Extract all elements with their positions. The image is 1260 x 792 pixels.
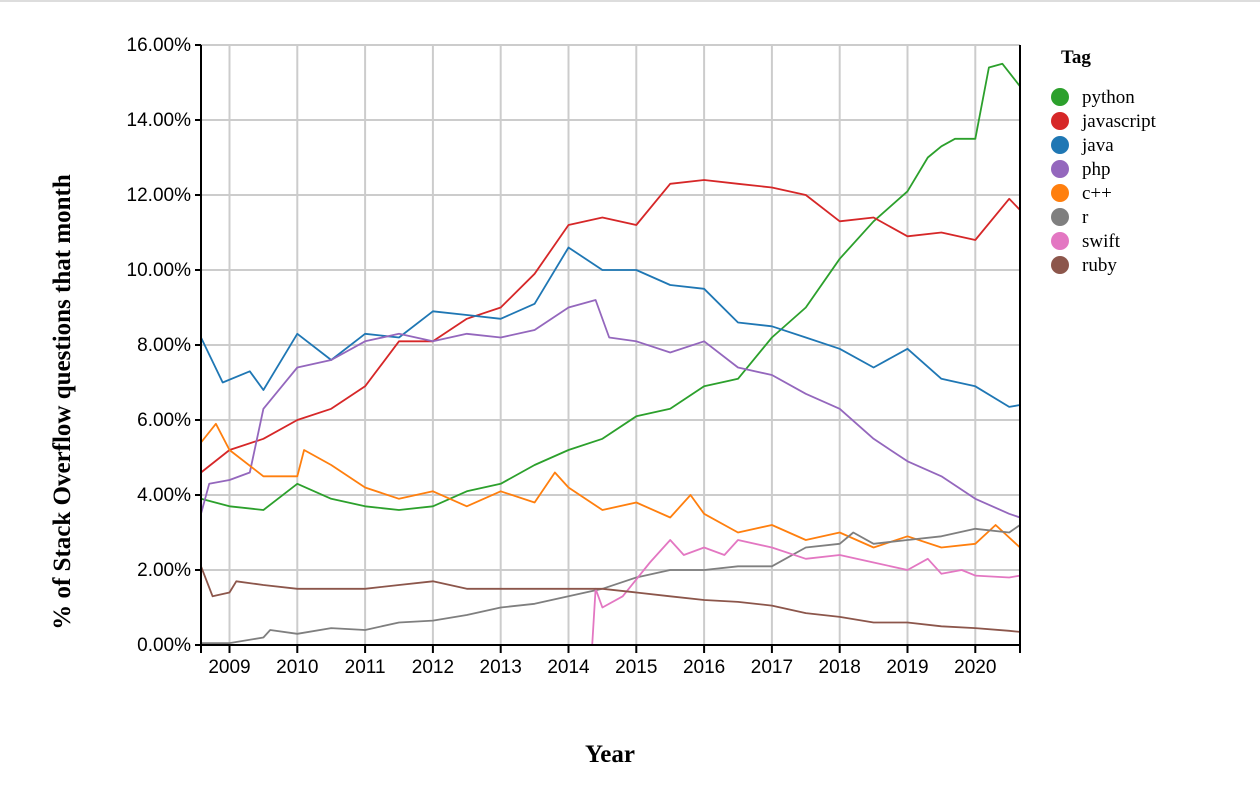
x-tick-label: 2018	[819, 657, 861, 678]
legend-label-javascript: javascript	[1081, 111, 1157, 132]
y-tick-label: 12.00%	[127, 185, 192, 206]
x-tick-label: 2020	[954, 657, 996, 678]
legend-label-r: r	[1082, 207, 1089, 228]
x-axis-label: Year	[585, 741, 635, 768]
legend: python javascript java php c++ r swift ruby	[1051, 87, 1157, 276]
legend-label-swift: swift	[1082, 231, 1121, 252]
axes: 0.00% 2.00% 4.00% 6.00% 8.00% 10.00% 12.00% 14.…	[127, 35, 1021, 678]
x-tick-label: 2011	[345, 657, 386, 678]
series-line-javascript	[200, 179, 1021, 474]
y-tick-label: 2.00%	[137, 560, 191, 581]
legend-swatch-python	[1051, 88, 1069, 106]
x-tick-label: 2016	[683, 657, 725, 678]
y-tick-label: 6.00%	[137, 410, 191, 431]
legend-label-c++: c++	[1082, 183, 1112, 204]
y-tick-label: 8.00%	[137, 335, 191, 356]
y-tick-label: 10.00%	[127, 260, 192, 281]
series-lines	[200, 62, 1021, 646]
legend-title: Tag	[1061, 47, 1091, 68]
grid	[201, 44, 1020, 646]
legend-label-java: java	[1081, 135, 1114, 156]
legend-label-python: python	[1082, 87, 1135, 108]
legend-swatch-c++	[1051, 184, 1069, 202]
legend-swatch-php	[1051, 160, 1069, 178]
legend-label-ruby: ruby	[1082, 255, 1117, 276]
x-tick-label: 2017	[751, 657, 793, 678]
series-line-php	[200, 299, 1021, 519]
legend-swatch-java	[1051, 136, 1069, 154]
x-tick-label: 2012	[412, 657, 454, 678]
x-tick-label: 2019	[886, 657, 928, 678]
series-line-ruby	[200, 565, 1021, 633]
x-tick-label: 2013	[480, 657, 522, 678]
series-line-python	[200, 62, 1021, 511]
x-tick-label: 2010	[276, 657, 318, 678]
x-tick-label: 2009	[208, 657, 250, 678]
y-tick-label: 4.00%	[137, 485, 191, 506]
series-line-swift	[201, 539, 1021, 646]
x-tick-label: 2015	[615, 657, 657, 678]
x-tick-label: 2014	[547, 657, 590, 678]
legend-label-php: php	[1082, 159, 1111, 180]
legend-swatch-javascript	[1051, 112, 1069, 130]
y-tick-label: 0.00%	[137, 635, 191, 656]
legend-swatch-r	[1051, 208, 1069, 226]
series-line-c++	[200, 422, 1021, 549]
y-tick-label: 16.00%	[127, 35, 192, 56]
legend-swatch-swift	[1051, 232, 1069, 250]
legend-swatch-ruby	[1051, 256, 1069, 274]
y-axis-label: % of Stack Overflow questions that month	[49, 174, 76, 630]
series-line-r	[201, 524, 1021, 644]
series-line-java	[200, 246, 1021, 408]
y-tick-label: 14.00%	[127, 110, 192, 131]
